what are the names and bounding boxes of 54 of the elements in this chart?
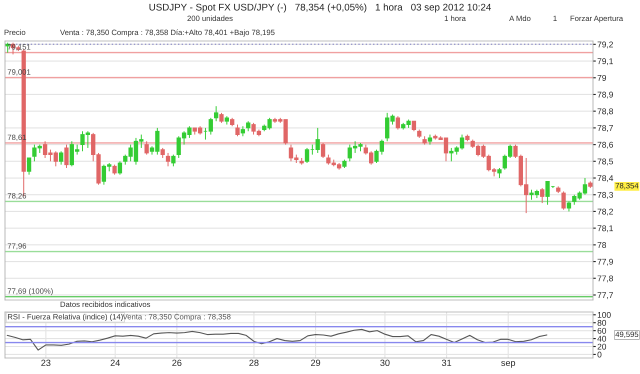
- candlestick: [240, 126, 246, 137]
- candlestick: [246, 120, 250, 132]
- x-tick-label: 26: [172, 360, 182, 366]
- y-tick-label: 100: [598, 312, 611, 318]
- line-series: [6, 328, 548, 351]
- candlestick: [58, 150, 64, 166]
- candlestick: [497, 168, 502, 179]
- candlestick: [412, 120, 416, 132]
- y-tick-label: 78: [598, 242, 606, 248]
- y-tick-label: 77,9: [598, 258, 613, 266]
- x-tick-label: 29: [311, 360, 320, 366]
- x-tick-label: sep: [501, 361, 516, 368]
- x-tick-label: 23: [41, 360, 50, 366]
- candlestick: [428, 134, 432, 146]
- y-tick-label: 0: [597, 352, 602, 358]
- y-tick-label: 78,6: [598, 142, 614, 149]
- candlestick: [166, 152, 170, 167]
- y-tick-label: 20: [598, 344, 606, 350]
- candlestick: [320, 142, 326, 158]
- x-tick-label: 24: [110, 360, 120, 366]
- y-tick-label: 77,7: [598, 292, 613, 300]
- y-tick-label: 40: [597, 336, 606, 342]
- candlestick: [26, 157, 32, 176]
- y-tick-label: 80: [598, 320, 606, 326]
- candlestick: [144, 140, 149, 156]
- x-tick-label: 28: [249, 360, 259, 366]
- y-tick-label: 79: [598, 74, 606, 81]
- y-tick-label: 77,8: [598, 275, 614, 282]
- candlestick: [396, 116, 400, 130]
- y-tick-label: 78,4: [598, 175, 614, 182]
- candlestick: [561, 190, 566, 210]
- candlestick: [171, 154, 176, 167]
- y-tick-label: 78,9: [598, 92, 613, 99]
- x-tick-label: 30: [380, 360, 390, 366]
- y-tick-label: 78,5: [598, 158, 614, 166]
- y-tick-label: 79,2: [598, 42, 613, 48]
- y-tick-label: 79,1: [598, 58, 613, 66]
- candlestick: [566, 200, 572, 212]
- y-tick-label: 78,7: [598, 125, 613, 132]
- x-tick-label: 31: [442, 360, 452, 366]
- candlestick: [160, 147, 165, 158]
- candlestick: [235, 124, 240, 137]
- candlestick: [214, 106, 218, 122]
- candlestick: [118, 160, 122, 176]
- y-tick-label: 78,3: [598, 192, 614, 199]
- y-tick-label: 60: [598, 328, 606, 334]
- y-tick-label: 78,2: [598, 208, 613, 216]
- candlestick: [112, 164, 117, 176]
- candlestick: [540, 188, 544, 204]
- candlestick: [64, 144, 69, 168]
- y-tick-label: 78,8: [598, 108, 614, 116]
- candlestick: [219, 112, 224, 124]
- y-tick-label: 78,1: [598, 225, 613, 232]
- chart-title: USDJPY - Spot FX USD/JPY (-) 78,354 (+0,05%) 1 hora 03 sep 2012 10:24: [149, 3, 491, 13]
